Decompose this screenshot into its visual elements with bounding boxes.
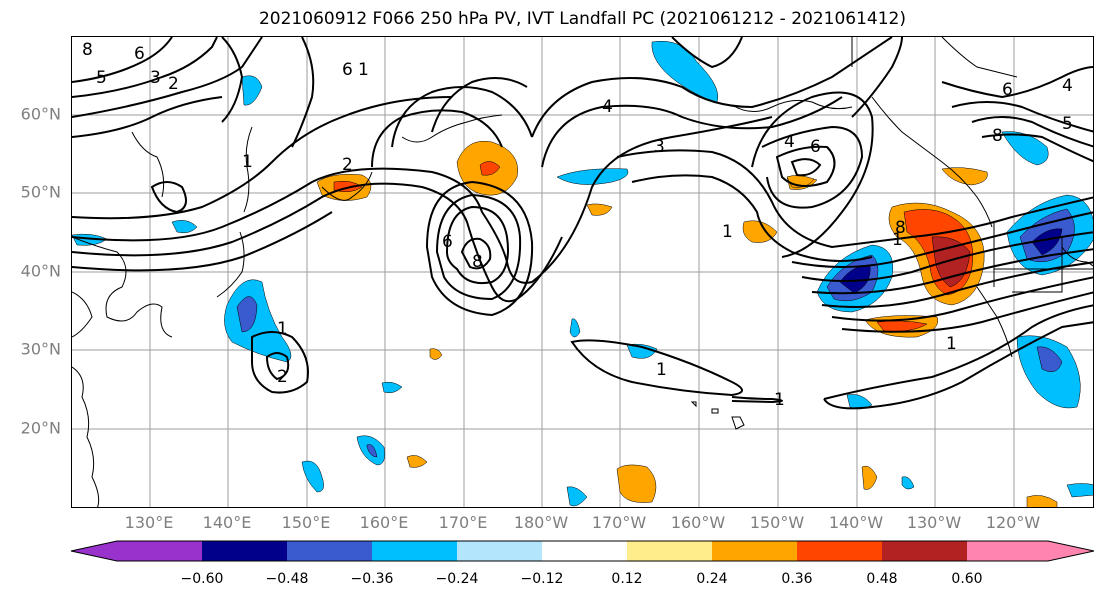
longitude-label: 170°E [438,513,488,532]
latitude-label: 20°N [20,418,61,438]
colorbar-swatch [882,541,967,561]
contour-label: 6 [810,137,821,157]
colorbar-swatch [287,541,372,561]
map-frame: 8 6 5 3 2 6 1 1 2 6 8 4 3 1 4 6 8 4 6 5 … [71,36,1094,508]
contour-label: 1 [656,360,667,380]
colorbar-swatch [627,541,712,561]
contour-label: 4 [1062,76,1073,96]
contour-label: 4 [784,132,795,152]
latitude-label: 50°N [20,182,61,202]
colorbar-tick-label: −0.12 [520,571,564,587]
colorbar-tick-label: 0.24 [696,571,728,587]
contour-label: 5 [1062,114,1073,134]
negative-anomaly-shading [72,40,1093,507]
contour-label: 3 [654,137,665,157]
colorbar-swatch [71,541,202,561]
contour-labels: 8 6 5 3 2 6 1 1 2 6 8 4 3 1 4 6 8 4 6 5 … [82,40,1073,410]
colorbar-tick-label: −0.24 [435,571,479,587]
contour-label: 6 [1002,80,1013,100]
longitude-label: 140°E [202,513,252,532]
map-title: 2021060912 F066 250 hPa PV, IVT Landfall… [258,9,906,29]
contour-label: 8 [472,252,483,272]
contour-label: 1 [946,334,957,354]
contour-label: 5 [96,68,107,88]
pv-contours [72,37,1093,410]
colorbar-swatch [797,541,882,561]
contour-label: 2 [168,74,179,94]
contour-label: 1 [774,390,785,410]
contour-label: 4 [602,97,613,117]
contour-label: 1 [358,60,369,80]
latitude-label: 40°N [20,261,61,281]
contour-label: 2 [277,367,288,387]
longitude-label: 180°W [513,513,569,532]
colorbar-swatch [457,541,542,561]
colorbar-tick-label: 0.48 [866,571,898,587]
colorbar-swatch [712,541,797,561]
contour-label: 1 [892,230,903,250]
longitude-label: 130°E [124,513,174,532]
contour-label: 6 [342,60,353,80]
colorbar-tick-label: 0.60 [951,571,983,587]
colorbar-tick-label: −0.36 [350,571,394,587]
colorbar-swatch [372,541,457,561]
longitude-label: 160°E [359,513,409,532]
longitude-label: 160°W [670,513,726,532]
contour-label: 1 [242,152,253,172]
colorbar-tick-label: −0.60 [180,571,224,587]
map-canvas: 8 6 5 3 2 6 1 1 2 6 8 4 3 1 4 6 8 4 6 5 … [72,37,1093,507]
contour-label: 1 [722,222,733,242]
contour-label: 2 [342,155,353,175]
longitude-label: 150°E [281,513,331,532]
coastlines [72,37,1093,507]
contour-label: 8 [992,126,1003,146]
contour-label: 8 [82,40,93,60]
contour-label: 3 [150,68,161,88]
positive-anomaly-shading [316,140,1058,507]
contour-label: 6 [134,44,145,64]
colorbar-tick-label: 0.12 [611,571,643,587]
colorbar-swatch [202,541,287,561]
colorbar [70,540,1095,562]
contour-label: 1 [277,319,288,339]
latitude-label: 30°N [20,339,61,359]
longitude-label: 170°W [591,513,647,532]
longitude-label: 140°W [828,513,884,532]
latitude-label: 60°N [20,104,61,124]
colorbar-swatch [967,541,1094,561]
longitude-label: 150°W [749,513,805,532]
longitude-label: 130°W [906,513,962,532]
colorbar-swatch [542,541,627,561]
colorbar-tick-label: 0.36 [781,571,813,587]
colorbar-tick-label: −0.48 [265,571,309,587]
contour-label: 8 [895,218,906,238]
longitude-label: 120°W [985,513,1041,532]
contour-label: 6 [442,232,453,252]
